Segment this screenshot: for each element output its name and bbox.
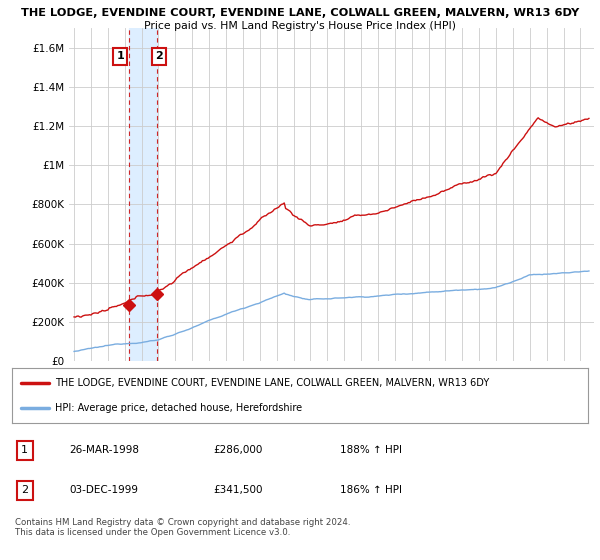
Text: THE LODGE, EVENDINE COURT, EVENDINE LANE, COLWALL GREEN, MALVERN, WR13 6DY: THE LODGE, EVENDINE COURT, EVENDINE LANE… <box>55 378 490 388</box>
Text: 26-MAR-1998: 26-MAR-1998 <box>70 445 140 455</box>
Text: £286,000: £286,000 <box>214 445 263 455</box>
Text: 1: 1 <box>21 445 28 455</box>
Text: HPI: Average price, detached house, Herefordshire: HPI: Average price, detached house, Here… <box>55 403 302 413</box>
Text: £341,500: £341,500 <box>214 485 263 495</box>
Bar <box>128 28 157 361</box>
Text: 03-DEC-1999: 03-DEC-1999 <box>70 485 139 495</box>
Text: Contains HM Land Registry data © Crown copyright and database right 2024.
This d: Contains HM Land Registry data © Crown c… <box>15 518 350 538</box>
Text: 1: 1 <box>116 52 124 62</box>
Text: 186% ↑ HPI: 186% ↑ HPI <box>340 485 403 495</box>
Text: Price paid vs. HM Land Registry's House Price Index (HPI): Price paid vs. HM Land Registry's House … <box>144 21 456 31</box>
Text: 188% ↑ HPI: 188% ↑ HPI <box>340 445 403 455</box>
Text: 2: 2 <box>155 52 163 62</box>
Text: 2: 2 <box>21 485 28 495</box>
Text: THE LODGE, EVENDINE COURT, EVENDINE LANE, COLWALL GREEN, MALVERN, WR13 6DY: THE LODGE, EVENDINE COURT, EVENDINE LANE… <box>21 8 579 18</box>
